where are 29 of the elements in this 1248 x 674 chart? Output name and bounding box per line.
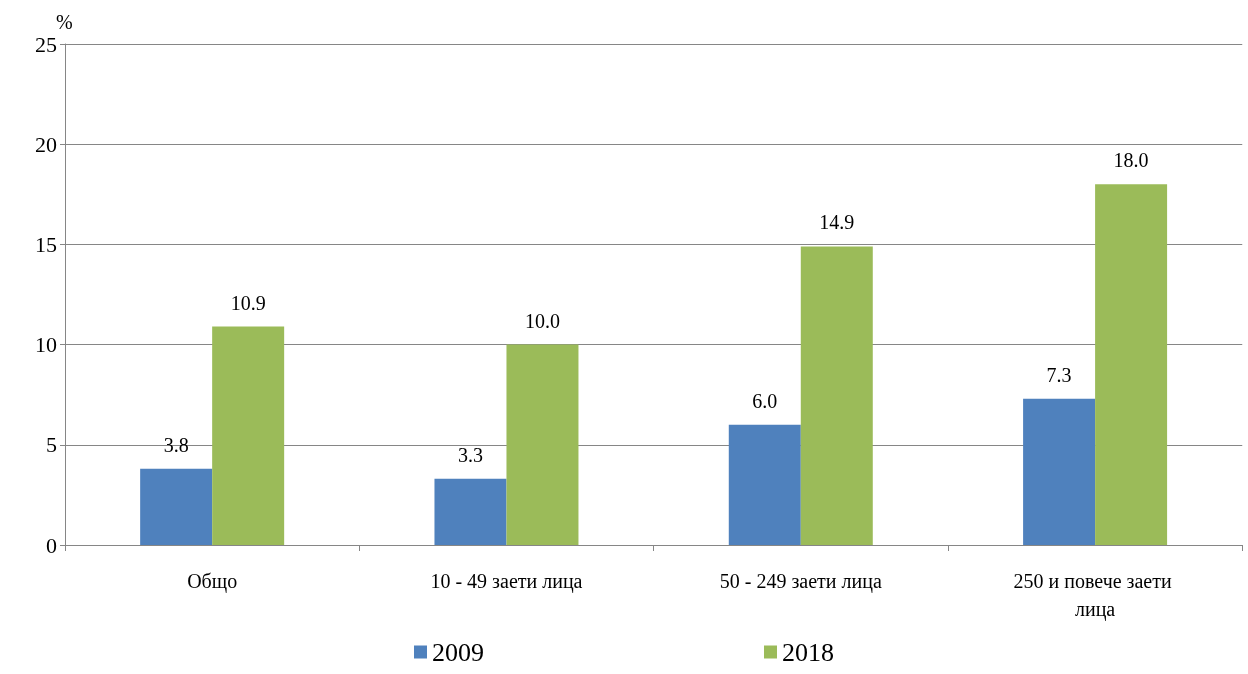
data-label: 6.0 <box>752 389 778 412</box>
data-label: 7.3 <box>1046 363 1072 386</box>
y-tick-label: 5 <box>46 432 57 458</box>
bar <box>434 478 507 545</box>
legend-label: 2009 <box>432 637 484 667</box>
y-tick-label: 0 <box>46 532 57 558</box>
bar <box>212 326 285 545</box>
data-label: 10.0 <box>524 309 560 332</box>
bar <box>1023 398 1096 545</box>
legend-label: 2018 <box>782 637 834 667</box>
data-label: 3.3 <box>457 443 483 466</box>
bar <box>506 344 579 545</box>
y-tick-label: 15 <box>35 231 57 257</box>
bar <box>140 468 213 545</box>
data-label: 3.8 <box>163 433 189 456</box>
x-tick-label: 250 и повече заети лица <box>1013 570 1177 621</box>
y-tick-label: 20 <box>35 131 57 157</box>
data-label: 14.9 <box>819 211 855 234</box>
data-label: 18.0 <box>1113 149 1149 172</box>
bar <box>1095 184 1168 545</box>
y-tick-label: 10 <box>35 332 57 358</box>
x-tick-label: 50 - 249 заети лица <box>719 570 882 593</box>
data-label: 10.9 <box>230 291 266 314</box>
bar <box>800 246 873 545</box>
x-tick-label: 10 - 49 заети лица <box>430 570 583 593</box>
bar <box>728 424 801 545</box>
y-tick-label: 25 <box>35 31 57 57</box>
x-tick-label: Общо <box>187 570 238 593</box>
y-axis-title: % <box>56 11 73 33</box>
